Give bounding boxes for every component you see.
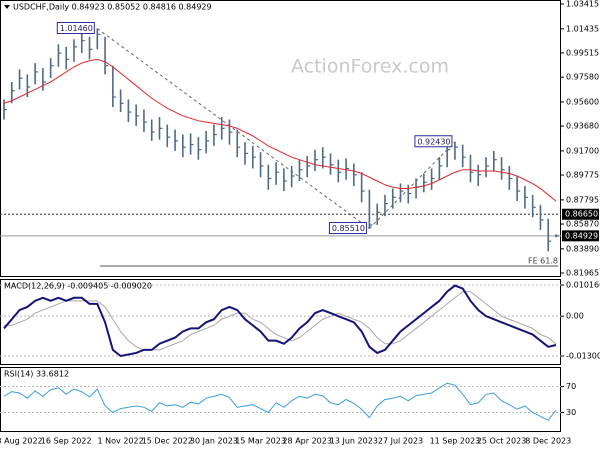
fe-label: FE 61.8 [528, 257, 558, 266]
y-tick-label: 0.95600 [566, 98, 599, 107]
moving-average [3, 58, 557, 202]
panel-frame [0, 0, 561, 277]
y-tick-label: 70 [566, 382, 576, 391]
price-annotation: 0.92430 [417, 137, 450, 146]
panel-frame [0, 367, 561, 432]
y-tick-label: 0.87795 [566, 195, 599, 204]
y-tick-label: 0.81965 [566, 268, 599, 277]
symbol-menu-arrow[interactable] [4, 5, 10, 9]
x-tick-label: 1 Nov 2022 [98, 437, 144, 446]
y-tick-label: 0.89775 [566, 171, 599, 180]
y-tick-label: 0.91700 [566, 146, 599, 155]
x-tick-label: 16 Sep 2022 [41, 437, 92, 446]
watermark: ActionForex.com [291, 56, 449, 78]
trend-line [96, 28, 370, 229]
price-annotation: 0.85510 [332, 224, 365, 233]
x-tick-label: 13 Jun 2023 [330, 437, 378, 446]
level-box [562, 230, 599, 242]
trend-line [369, 141, 456, 229]
macd-line [3, 284, 557, 358]
y-tick-label: 0.010166 [566, 281, 600, 290]
price-annotation-box [328, 222, 367, 235]
y-tick-label: 0.00 [566, 312, 584, 321]
x-tick-label: 25 Oct 2023 [477, 437, 526, 446]
y-tick-label: 0.83890 [566, 244, 599, 253]
y-tick-label: -0.013006 [566, 352, 600, 361]
x-tick-label: 8 Dec 2023 [525, 437, 571, 446]
panel-title: MACD(12,26,9) -0.009405 -0.009020 [4, 282, 152, 291]
price-annotation-box [56, 22, 95, 35]
level-label: 0.86650 [565, 210, 598, 219]
y-tick-label: 0.99515 [566, 48, 599, 57]
x-tick-label: 27 Jul 2023 [378, 437, 423, 446]
y-tick-label: 30 [566, 408, 576, 417]
x-tick-label: 11 Sep 2023 [430, 437, 481, 446]
x-tick-label: 3 Aug 2022 [0, 437, 43, 446]
level-box [562, 208, 599, 220]
y-tick-label: 0.85870 [566, 220, 599, 229]
x-tick-label: 30 Jan 2023 [190, 437, 238, 446]
panel-frame [0, 279, 561, 365]
x-tick-label: 15 Dec 2022 [142, 437, 193, 446]
panel-title: RSI(14) 33.6812 [4, 370, 69, 379]
price-annotation: 1.01460 [60, 24, 93, 33]
level-label: 0.84929 [565, 231, 598, 240]
x-tick-label: 15 Mar 2023 [235, 437, 286, 446]
y-tick-label: 0.97580 [566, 73, 599, 82]
price-annotation-box [414, 135, 453, 148]
y-tick-label: 1.03415 [566, 0, 599, 9]
y-tick-label: 0.93680 [566, 122, 599, 131]
x-tick-label: 28 Apr 2023 [282, 437, 331, 446]
panel-title: USDCHF,Daily 0.84923 0.85052 0.84816 0.8… [13, 3, 212, 12]
rsi-line [3, 382, 557, 421]
y-tick-label: 1.01435 [566, 24, 599, 33]
